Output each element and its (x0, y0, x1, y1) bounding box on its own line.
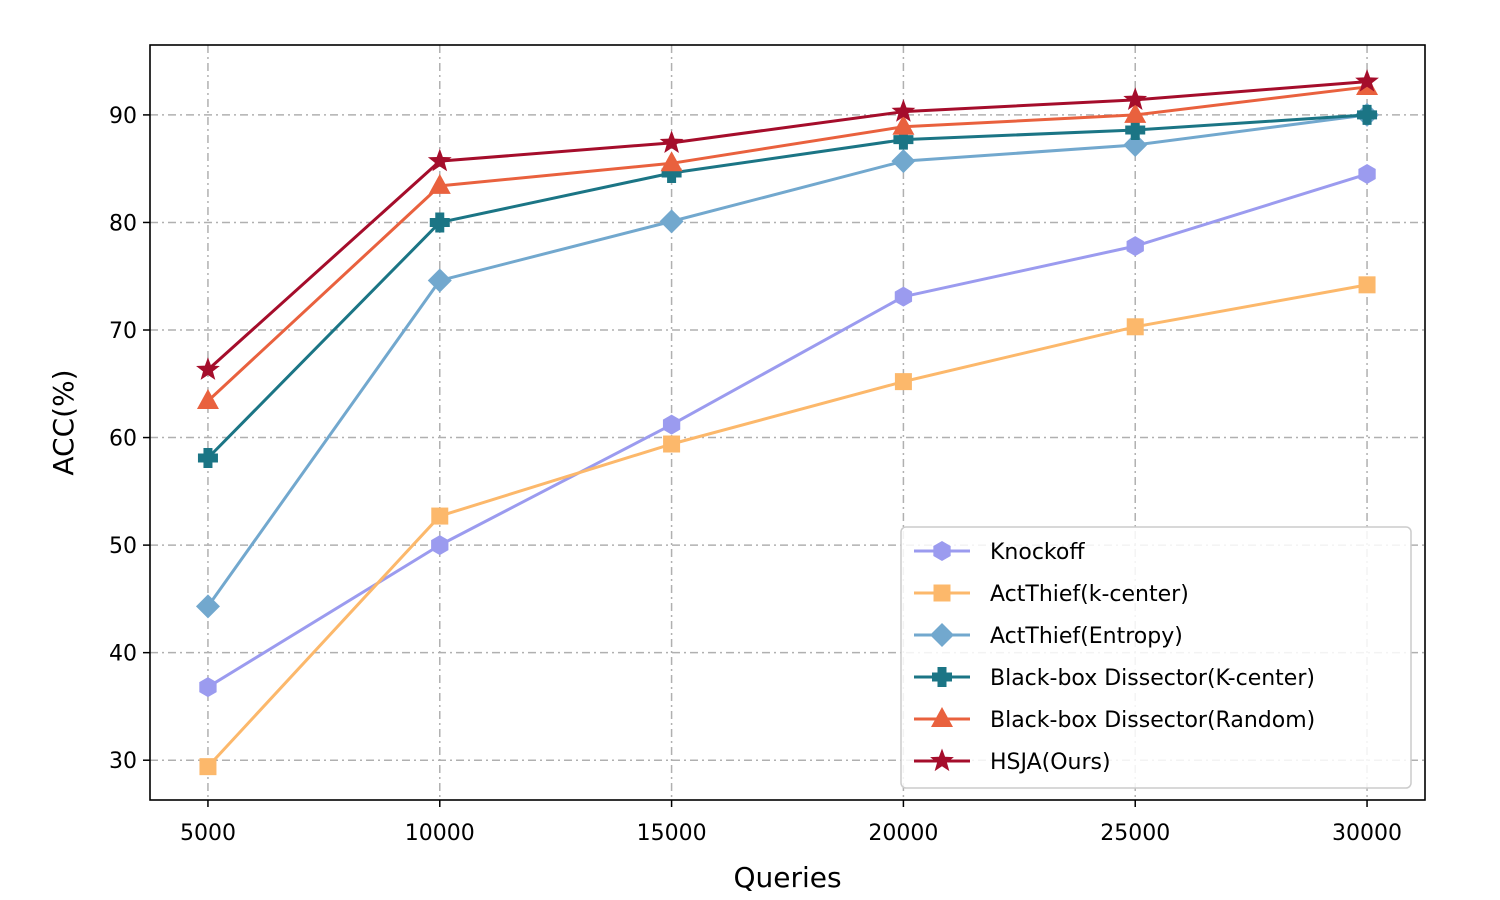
y-tick-label: 30 (109, 749, 137, 774)
legend-label: Black-box Dissector(K-center) (990, 666, 1315, 691)
legend-marker (930, 623, 954, 647)
series-line (207, 172, 1368, 689)
x-tick-label: 5000 (180, 821, 236, 846)
data-point-marker (659, 130, 684, 153)
x-tick-label: 30000 (1332, 821, 1402, 846)
series-3 (197, 104, 1378, 468)
data-point-marker (428, 173, 451, 194)
data-point-marker (894, 286, 913, 307)
data-point-marker (891, 149, 916, 174)
legend-label: ActThief(k-center) (990, 582, 1189, 607)
series-5 (196, 69, 1379, 380)
legend-label: ActThief(Entropy) (990, 624, 1183, 649)
data-point-marker (197, 447, 218, 468)
data-point-marker (893, 129, 914, 150)
legend-label: Black-box Dissector(Random) (990, 708, 1315, 733)
legend-item: ActThief(k-center) (914, 582, 1189, 607)
y-tick-label: 60 (109, 427, 137, 452)
y-tick-label: 70 (109, 319, 137, 344)
legend-item: Black-box Dissector(Random) (914, 707, 1315, 733)
x-tick-label: 25000 (1100, 821, 1170, 846)
legend: Knockoff ActThief(k-center) ActThief(Entro… (900, 526, 1412, 789)
y-tick-label: 40 (109, 642, 137, 667)
data-point-marker (892, 114, 915, 135)
legend-item: Knockoff (914, 540, 1085, 565)
legend-marker (931, 707, 953, 727)
legend-label: Knockoff (990, 540, 1085, 565)
data-point-marker (1357, 104, 1378, 125)
data-point-marker (1123, 87, 1148, 110)
data-point-marker (1124, 102, 1147, 123)
data-point-marker (894, 373, 912, 391)
data-point-marker (427, 148, 452, 172)
series-1 (199, 276, 1376, 776)
data-point-marker (196, 357, 220, 380)
y-tick-label: 90 (109, 104, 137, 129)
series-2 (195, 102, 1380, 619)
x-tick-label: 10000 (405, 821, 475, 846)
x-tick-label: 20000 (868, 821, 938, 846)
legend-marker (930, 748, 954, 772)
x-axis-title: Queries (733, 861, 841, 894)
data-point-marker (659, 209, 684, 234)
x-tick-label: 15000 (637, 821, 707, 846)
data-point-marker (199, 677, 217, 698)
legend-item: HSJA(Ours) (914, 748, 1111, 775)
data-point-marker (427, 268, 452, 293)
data-point-marker (663, 435, 681, 453)
legend-marker (933, 584, 951, 602)
data-point-marker (429, 212, 450, 233)
data-point-marker (1126, 318, 1144, 336)
legend-marker (933, 541, 951, 561)
series-0 (199, 164, 1376, 698)
data-point-marker (891, 99, 916, 122)
plot-frame (149, 44, 1426, 801)
axis-ticks: 5000 10000 15000 20000 25000 30000 30 40 50 60 70 8… (109, 104, 1402, 846)
data-point-marker (199, 758, 217, 776)
data-point-marker (195, 594, 220, 619)
legend-item: ActThief(Entropy) (914, 623, 1183, 649)
legend-marker (932, 667, 952, 687)
data-point-marker (1125, 119, 1146, 140)
series-line (206, 85, 1368, 403)
series-line (206, 283, 1368, 768)
series-line (206, 113, 1368, 460)
data-point-marker (431, 535, 449, 556)
data-point-marker (1123, 133, 1148, 158)
data-point-marker (1358, 164, 1376, 185)
data-point-marker (662, 414, 681, 435)
series-line (206, 80, 1368, 371)
data-point-marker (431, 507, 449, 525)
legend-label: HSJA(Ours) (990, 750, 1111, 775)
data-point-marker (196, 388, 219, 409)
series-line (206, 113, 1368, 608)
data-point-marker (661, 162, 682, 183)
y-tick-label: 80 (109, 211, 137, 236)
data-point-marker (660, 151, 683, 172)
legend-item: Black-box Dissector(K-center) (914, 666, 1315, 691)
y-axis-title: ACC(%) (47, 369, 80, 475)
y-tick-label: 50 (109, 534, 137, 559)
data-point-marker (1126, 236, 1144, 257)
data-point-marker (1355, 69, 1379, 92)
legend-box (900, 526, 1412, 789)
series-layer (195, 69, 1380, 776)
data-point-marker (1358, 276, 1376, 294)
